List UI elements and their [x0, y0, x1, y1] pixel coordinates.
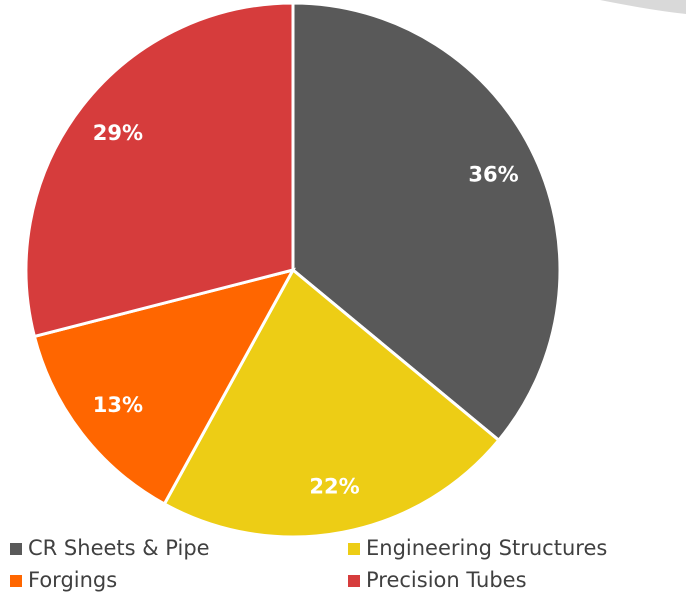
pie-slice [24, 1, 295, 339]
legend-swatch [348, 575, 360, 587]
pie-slice [162, 267, 501, 539]
data-label: 13% [93, 393, 143, 417]
legend-label: Engineering Structures [366, 536, 607, 560]
pie-slice [32, 267, 296, 507]
legend-label: Precision Tubes [366, 568, 527, 592]
data-label: 36% [468, 163, 518, 187]
legend-label: Forgings [28, 568, 117, 592]
pie-slice [291, 1, 562, 443]
corner-decoration [600, 0, 686, 14]
data-label: 22% [309, 475, 359, 499]
legend-swatch [10, 575, 22, 587]
legend-swatch [10, 543, 22, 555]
legend-swatch [348, 543, 360, 555]
data-label: 29% [93, 121, 143, 145]
legend-label: CR Sheets & Pipe [28, 536, 210, 560]
